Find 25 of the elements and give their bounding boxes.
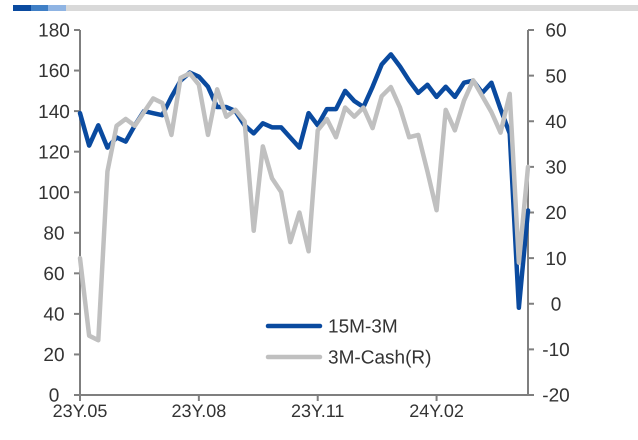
y2-tick-label: 40: [545, 112, 567, 133]
y-tick-label: 140: [38, 102, 70, 123]
y-tick-label: 100: [38, 182, 70, 204]
x-tick-label: 23Y.08: [171, 401, 226, 421]
legend-label: 3M-Cash(R): [328, 348, 432, 369]
y-tick-label: 80: [43, 223, 65, 244]
y-tick-label: 40: [43, 304, 65, 326]
y2-tick-label: 30: [545, 158, 567, 179]
y2-tick-label: 50: [545, 66, 567, 88]
legend-label: 15M-3M: [328, 316, 398, 338]
y-tick-label: 160: [38, 61, 70, 82]
line-series: [78, 71, 530, 342]
y2-tick-label: -10: [542, 340, 570, 362]
y2-tick-label: 0: [550, 294, 562, 316]
y-tick-label: 60: [43, 264, 65, 285]
x-tick-label: 24Y.02: [409, 401, 464, 421]
y-tick-label: 20: [43, 345, 65, 366]
y-tick-label: 120: [38, 142, 70, 164]
y2-tick-label: 20: [545, 203, 567, 224]
x-tick-label: 23Y.11: [291, 401, 344, 421]
y-tick-label: 180: [38, 20, 70, 42]
x-tick-label: 23Y.05: [52, 401, 108, 421]
y2-tick-label: 60: [545, 20, 567, 42]
y2-tick-label: -20: [542, 386, 570, 407]
y2-tick-label: 10: [545, 248, 567, 270]
